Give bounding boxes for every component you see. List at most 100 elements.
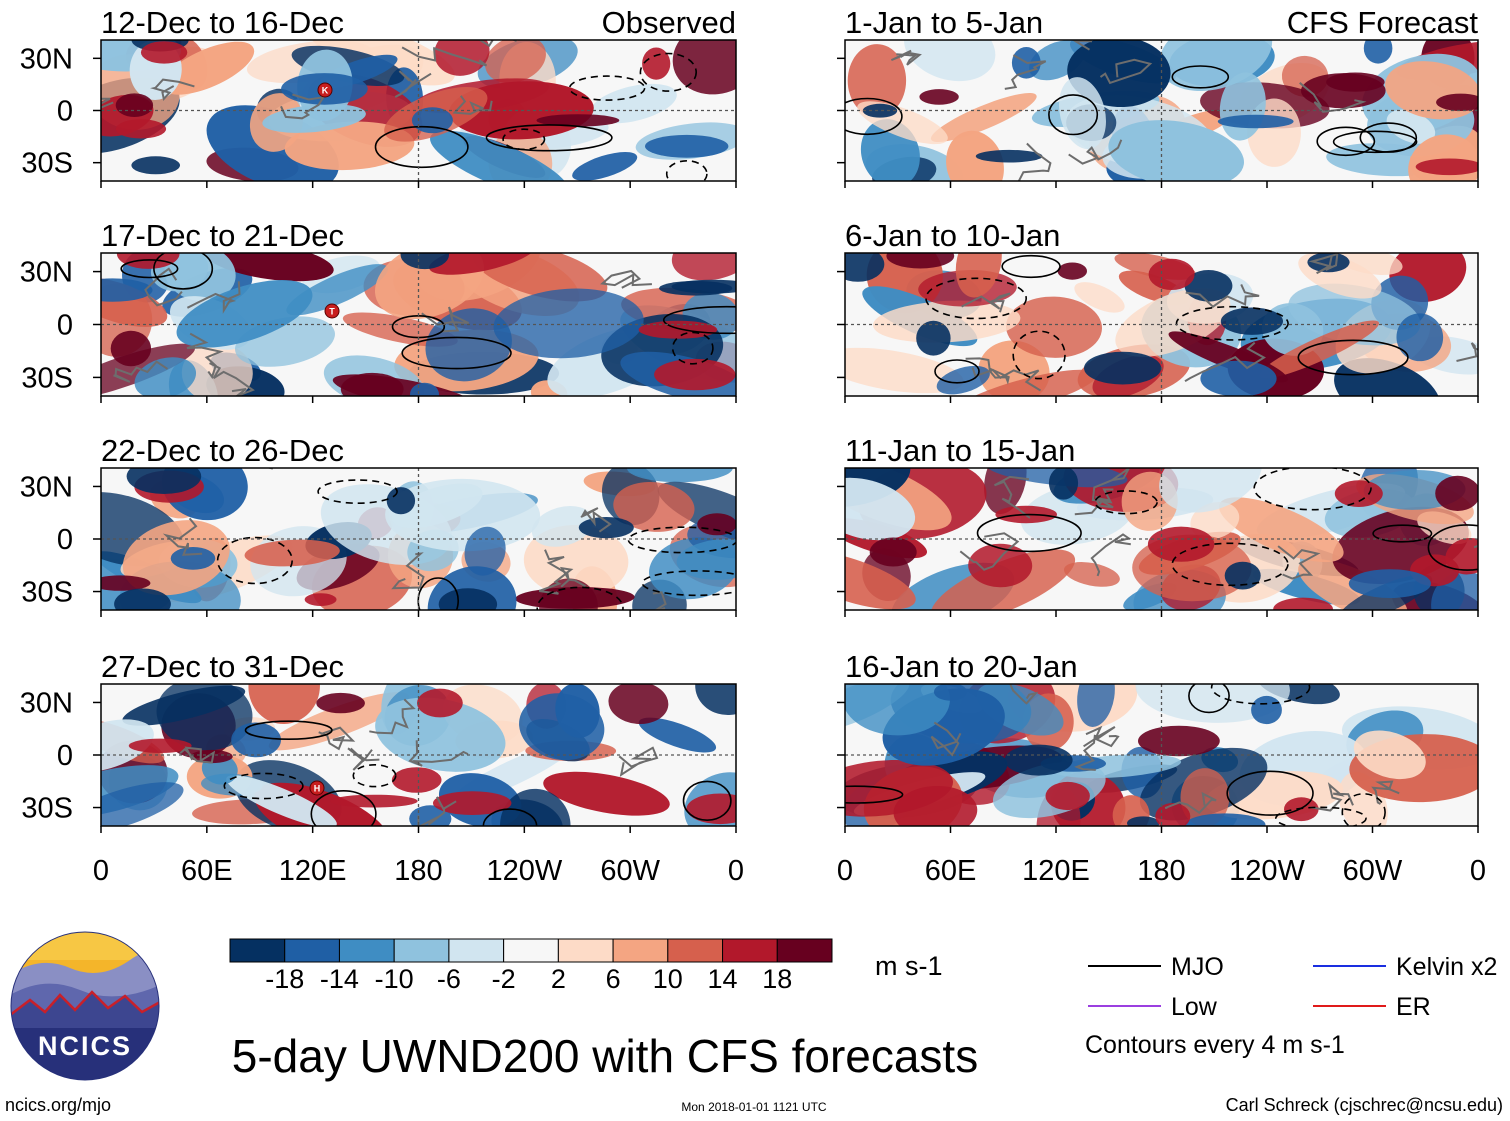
- colorbar-swatch: [776, 938, 833, 963]
- anomaly-blob: [204, 253, 334, 282]
- anomaly-core: [391, 767, 442, 793]
- anomaly-core: [1307, 253, 1350, 273]
- lon-label: 180: [394, 855, 442, 887]
- anomaly-core: [638, 320, 718, 339]
- panel-title: 12-Dec to 16-Dec: [101, 5, 344, 40]
- lon-label: 120W: [1229, 855, 1305, 887]
- anomaly-blob: [1258, 320, 1380, 379]
- anomaly-core: [140, 41, 188, 64]
- source-url: ncics.org/mjo: [5, 1095, 111, 1115]
- mjo-contour: [317, 479, 398, 505]
- coastline: [930, 721, 962, 757]
- anomaly-core: [659, 281, 733, 296]
- mjo-contour: [671, 331, 714, 365]
- mjo-contour: [1188, 684, 1230, 714]
- lat-label: 0: [57, 310, 73, 342]
- colorbar-swatch: [503, 938, 559, 963]
- anomaly-blob: [968, 543, 1033, 588]
- coastline: [1277, 545, 1321, 580]
- coastline: [1090, 533, 1132, 577]
- mjo-contour: [639, 52, 697, 92]
- anomaly-blob: [930, 93, 1037, 142]
- anomaly-core: [1436, 93, 1478, 111]
- ncics-logo-text: NCICS: [38, 1031, 132, 1061]
- anomaly-blob: [695, 684, 736, 716]
- coastline: [280, 93, 326, 120]
- anomaly-core: [170, 547, 216, 570]
- anomaly-blob: [244, 539, 340, 567]
- panel-forecast-1: 1-Jan to 5-Jan CFS Forecast: [837, 5, 1479, 188]
- panel-forecast-2: 6-Jan to 10-Jan: [837, 218, 1479, 403]
- colorbar-swatch: [667, 938, 724, 963]
- anomaly-blob: [425, 308, 512, 382]
- anomaly-core: [536, 114, 620, 127]
- colorbar-tick-label: 6: [606, 964, 621, 994]
- panel-observed-1: 30N 0 30S 12-Dec to 16-Dec Observed K: [20, 5, 737, 188]
- anomaly-blob: [176, 280, 313, 348]
- anomaly-core: [400, 253, 449, 270]
- uwnd-field: [845, 253, 1478, 396]
- anomaly-core: [304, 593, 337, 606]
- colorbar-swatch: [229, 938, 286, 963]
- mjo-contour: [352, 763, 397, 788]
- mjo-contour: [1253, 468, 1372, 511]
- mjo-contour: [1275, 806, 1367, 826]
- anomaly-blob: [429, 253, 536, 275]
- timestamp: Mon 2018-01-01 1121 UTC: [681, 1100, 827, 1114]
- anomaly-core: [869, 537, 917, 567]
- coastline: [1074, 734, 1102, 771]
- mjo-contour: [1226, 770, 1314, 816]
- ncics-logo-icon: NCICS: [10, 931, 160, 1081]
- anomaly-blob: [845, 477, 916, 541]
- anomaly-blob: [1108, 120, 1244, 181]
- coastline: [1473, 544, 1478, 549]
- anomaly-blob: [1159, 40, 1273, 92]
- mjo-contour: [641, 570, 736, 597]
- mjo-contour: [976, 513, 1082, 553]
- coastline: [961, 292, 1011, 313]
- anomaly-blob: [1180, 768, 1230, 826]
- anomaly-blob: [845, 684, 950, 736]
- legend-label: Low: [1171, 993, 1218, 1021]
- mjo-contour: [120, 259, 179, 279]
- anomaly-core: [1348, 569, 1431, 598]
- lat-label: 30S: [21, 577, 73, 609]
- coastline: [1085, 725, 1120, 748]
- lon-label: 0: [1470, 855, 1486, 887]
- anomaly-blob: [953, 369, 1097, 396]
- anomaly-core: [128, 738, 192, 753]
- lon-label: 0: [728, 855, 744, 887]
- lon-label: 60W: [600, 855, 660, 887]
- anomaly-core: [1084, 351, 1162, 385]
- anomaly-core: [409, 805, 452, 826]
- panel-title: 11-Jan to 15-Jan: [845, 433, 1075, 468]
- anomaly-core: [975, 149, 1043, 163]
- mjo-contour: [401, 336, 512, 370]
- anomaly-blob: [1396, 313, 1444, 362]
- anomaly-core: [654, 358, 736, 391]
- mjo-contour: [1048, 94, 1099, 136]
- anomaly-blob: [430, 130, 570, 181]
- panel-observed-4: 30N 0 30S 0 60E 120E 180 120W 60W 0 27-Dec to 31-D…: [20, 649, 744, 887]
- uwnd-field: [101, 684, 736, 826]
- anomaly-core: [1155, 803, 1191, 826]
- coastline: [144, 267, 183, 307]
- anomaly-core: [1200, 360, 1277, 396]
- anomaly-blob: [1431, 571, 1478, 610]
- anomaly-core: [933, 684, 968, 701]
- anomaly-core: [126, 468, 202, 494]
- panel-title: 16-Jan to 20-Jan: [845, 649, 1078, 684]
- panel-title: 17-Dec to 21-Dec: [101, 218, 344, 253]
- anomaly-blob: [493, 288, 644, 359]
- lat-label: 0: [57, 740, 73, 772]
- anomaly-core: [1217, 114, 1294, 129]
- anomaly-core: [1184, 813, 1266, 826]
- anomaly-blob: [613, 481, 695, 532]
- anomaly-blob: [872, 300, 1021, 343]
- anomaly-core: [417, 688, 463, 718]
- coastline: [1009, 684, 1039, 705]
- coastline: [1299, 82, 1367, 113]
- coastline: [580, 507, 612, 533]
- colorbar-tick-label: -6: [437, 964, 461, 994]
